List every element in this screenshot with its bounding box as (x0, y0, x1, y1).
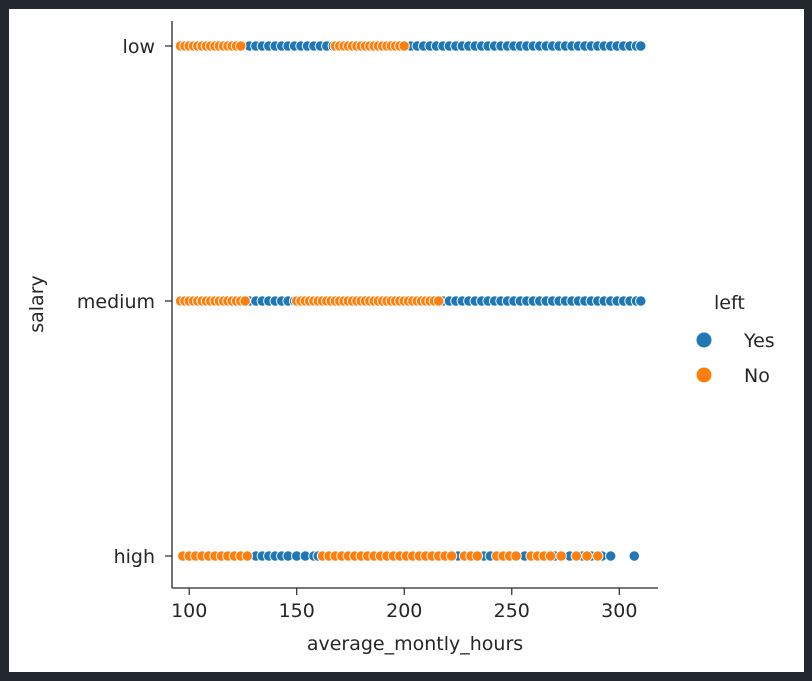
data-point-no-high (555, 550, 567, 562)
x-tick-label: 250 (494, 600, 530, 622)
data-point-no-high (544, 550, 557, 562)
legend-label-yes: Yes (743, 330, 775, 352)
data-point-no-low (398, 40, 410, 52)
legend-marker-yes (696, 332, 712, 348)
x-ticks: 100 150 200 250 300 (171, 588, 637, 622)
data-point-yes-high (605, 550, 617, 562)
data-point-no-high (570, 550, 582, 562)
data-point-no-high (592, 550, 604, 562)
y-ticks: low medium high (77, 36, 172, 568)
x-tick-label: 100 (171, 600, 207, 622)
data-point-no-high (510, 550, 522, 562)
legend-label-no: No (744, 365, 770, 387)
data-point-no-medium (433, 295, 445, 307)
y-tick-label: high (114, 546, 155, 568)
legend-marker-no (696, 367, 712, 383)
axes-layer (171, 21, 658, 589)
y-tick-label: medium (77, 291, 155, 313)
legend-entries: Yes No (696, 330, 775, 387)
data-point-no-high (445, 550, 458, 562)
data-point-no-high (581, 550, 593, 562)
data-point-yes-medium (635, 295, 647, 307)
x-tick-label: 300 (601, 600, 637, 622)
y-axis-title: salary (26, 275, 48, 333)
legend-title: left (714, 292, 745, 314)
x-tick-label: 150 (279, 600, 315, 622)
x-axis-title: average_montly_hours (307, 633, 523, 655)
data-point-yes-low (635, 40, 647, 52)
chart-frame: 100 150 200 250 300 low medium high average_mo… (9, 9, 804, 672)
data-point-no-high (241, 550, 253, 562)
scatter-chart: 100 150 200 250 300 low medium high average_mo… (26, 21, 775, 655)
data-point-no-high (471, 550, 484, 562)
y-tick-label: low (123, 36, 155, 58)
data-point-yes-high (628, 550, 640, 562)
legend: left Yes No (696, 292, 775, 387)
points-layer (174, 40, 647, 562)
x-tick-label: 200 (386, 600, 422, 622)
data-point-no-low (235, 40, 247, 52)
data-point-no-medium (239, 295, 251, 307)
